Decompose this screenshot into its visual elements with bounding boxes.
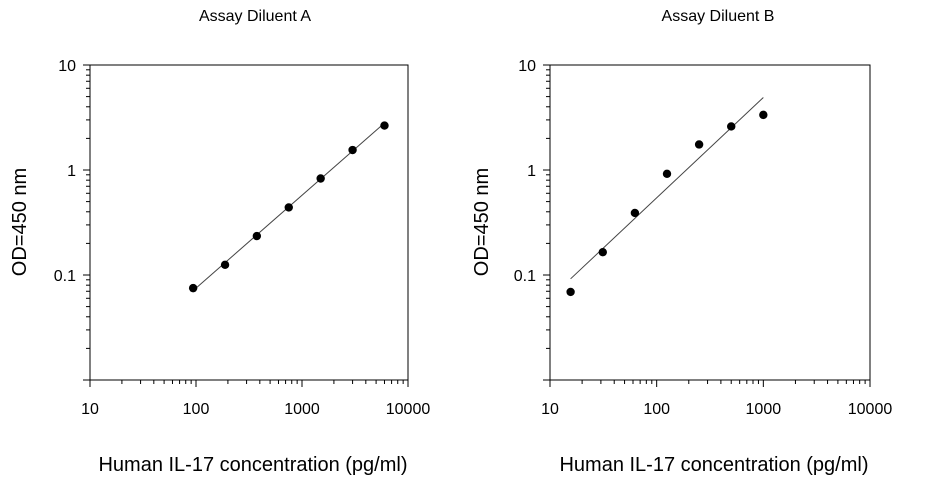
x-tick-label: 10 [541, 401, 559, 418]
data-point [727, 122, 736, 131]
x-axis-label: Human IL-17 concentration (pg/ml) [559, 454, 868, 476]
data-point [662, 169, 672, 179]
data-point [188, 283, 198, 293]
data-point [220, 260, 230, 270]
x-axis-label: Human IL-17 concentration (pg/ml) [98, 454, 407, 476]
y-tick-label: 1 [527, 163, 536, 180]
x-tick-label: 10000 [386, 401, 431, 418]
chart-panel-1: Assay Diluent A 10 100 1000 10000 0.1 1 10 Human… [9, 8, 430, 476]
data-point [630, 208, 640, 218]
x-tick-label: 100 [183, 401, 210, 418]
plot-frame [89, 64, 409, 381]
y-tick-label: 1 [67, 163, 76, 180]
x-tick-label: 100 [643, 401, 670, 418]
data-point [566, 287, 575, 297]
x-tick-label: 1000 [746, 401, 782, 418]
y-axis-label: OD=450 nm [9, 168, 31, 276]
data-point [316, 174, 325, 183]
x-tick-label: 1000 [284, 401, 320, 418]
y-tick-label: 0.1 [514, 268, 536, 285]
data-point [759, 110, 768, 120]
data-point [252, 231, 262, 241]
data-point [380, 121, 389, 130]
y-axis-label: OD=450 nm [471, 168, 493, 276]
y-tick-label: 10 [518, 58, 536, 75]
data-point [598, 247, 607, 257]
chart-panel-2: Assay Diluent B 10 100 1000 10000 0.1 1 10 Human… [471, 8, 892, 476]
chart-title: Assay Diluent A [199, 8, 311, 25]
data-point [348, 145, 357, 155]
data-point [284, 203, 293, 212]
data-point [694, 140, 704, 149]
y-tick-label: 0.1 [54, 268, 76, 285]
x-tick-label: 10000 [848, 401, 893, 418]
y-tick-label: 10 [58, 58, 76, 75]
x-tick-label: 10 [81, 401, 99, 418]
plot-frame [549, 64, 871, 381]
chart-title: Assay Diluent B [662, 8, 775, 25]
